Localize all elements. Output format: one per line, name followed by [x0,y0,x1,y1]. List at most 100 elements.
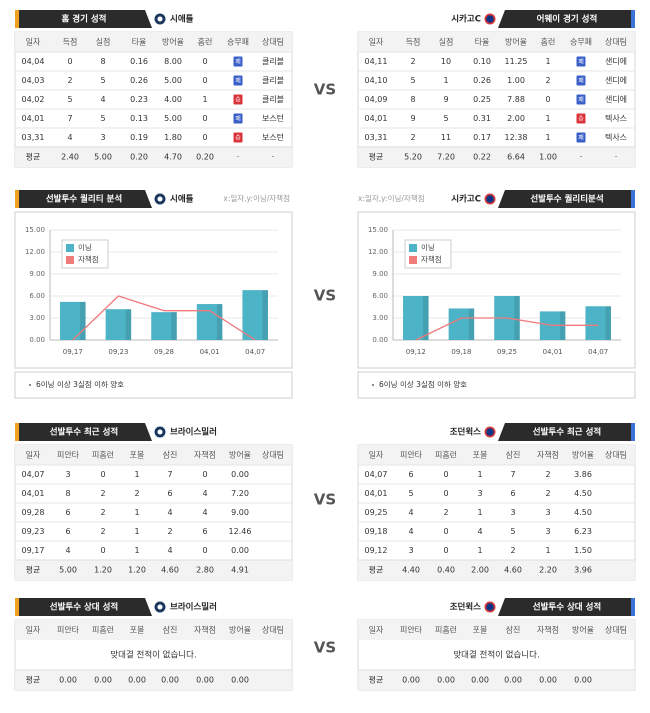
result-text: 패 [578,134,584,142]
table-cell: 1 [134,470,139,479]
table-cell: 4.50 [574,508,592,517]
column-header: 상대팀 [262,450,284,460]
column-header: 일자 [26,451,41,460]
average-cell: 0.00 [437,676,455,685]
table-cell: 샌디에 [605,76,627,85]
footnote-bullet [372,384,374,386]
table-cell: 0 [443,527,448,536]
table-cell: 2.00 [507,114,525,123]
table-cell: 04,09 [365,95,388,104]
footnote: 6이닝 이상 3실점 이하 양호 [379,379,467,389]
team-name: 조던윅스 [450,427,481,438]
bar [60,301,86,340]
column-header: 상대팀 [605,625,627,635]
table-cell: 7.20 [231,489,249,498]
average-cell: 0.20 [196,153,214,162]
legend-label: 이닝 [421,242,435,252]
header-title: 선발투수 퀄리티분석 [530,194,603,205]
table-cell: 04,01 [365,489,388,498]
no-record-message: 맞대결 전적이 없습니다. [453,650,539,661]
column-header: 방어율 [162,37,184,47]
table-cell: 6 [408,470,413,479]
table-cell: 2 [67,76,72,85]
result-icon [233,56,243,67]
column-header: 상대팀 [262,37,284,47]
bar-shade [216,304,223,340]
average-cell: 0.40 [437,566,455,575]
average-cell: 평균 [26,565,41,575]
table-cell: 5 [408,489,413,498]
table-cell: 텍사스 [605,113,627,123]
table-cell: 2 [410,57,415,66]
average-cell: 2.20 [539,566,557,575]
y-tick-label: 3.00 [29,314,45,322]
column-header: 홈런 [198,37,213,47]
column-header: 방어율 [229,450,251,460]
column-header: 방어율 [572,450,594,460]
table-cell: 0.25 [473,95,491,104]
table-header-bg [358,32,635,52]
table-cell: 2 [167,527,172,536]
table-frame [357,31,636,168]
column-header: 피안타 [57,625,80,635]
x-tick-label: 04,01 [200,348,220,356]
axis-note: x:일자,y:이닝/자책점 [223,193,290,203]
average-cell: 0.00 [128,676,146,685]
average-cell: 0.00 [59,676,77,685]
table-cell: 0.26 [130,76,148,85]
team-logo-inner [486,603,494,611]
bar-shade [423,296,429,340]
column-header: 일자 [369,451,384,460]
bar [403,296,429,340]
column-header: 피홈런 [92,450,114,460]
table-cell: 1 [134,508,139,517]
table-cell: 2 [545,489,550,498]
line [415,317,599,341]
table-cell: 04,07 [365,470,388,479]
table-cell: 09,25 [365,508,388,517]
table-cell: 0 [202,114,207,123]
y-tick-label: 3.00 [372,314,388,322]
table-cell: 4 [408,527,413,536]
average-cell: 4.60 [161,566,179,575]
legend-swatch [66,244,74,252]
table-cell: 3 [545,508,550,517]
header-stripe [631,10,635,28]
average-cell: 3.96 [574,566,592,575]
table-average-bg [15,147,292,167]
average-cell: 5.20 [404,153,422,162]
table-cell: 2 [510,546,515,555]
legend-label: 이닝 [78,242,92,252]
table-cell: 1 [477,546,482,555]
average-cell: · [237,153,240,162]
header-stripe [15,598,19,616]
table-cell: 샌디에 [605,95,627,104]
table-header-bg [15,32,292,52]
column-header: 상대팀 [605,37,627,47]
table-cell: 4 [100,95,105,104]
table-cell: 1 [477,508,482,517]
average-cell: 7.20 [437,153,455,162]
average-cell: 0.00 [402,676,420,685]
table-cell: 0.31 [473,114,491,123]
vs-label: VS [314,81,336,99]
table-cell: 5 [67,95,72,104]
chart-frame [357,211,636,369]
column-header: 피안타 [400,450,423,460]
table-cell: 4 [408,508,413,517]
column-header: 실점 [439,37,454,47]
column-header: 피안타 [57,450,80,460]
header-title: 선발투수 최근 성적 [533,427,601,438]
average-cell: 0.20 [130,153,148,162]
column-header: 피홈런 [435,450,457,460]
table-cell: 0.19 [130,133,148,142]
table-cell: 04,04 [22,57,45,66]
table-cell: 0.16 [130,57,148,66]
column-header: 일자 [369,38,384,47]
column-header: 포볼 [130,450,145,460]
table-cell: 9 [443,95,448,104]
result-icon [576,56,586,67]
header-bar [498,10,635,28]
table-cell: 3 [545,527,550,536]
table-cell: 샌디에 [605,57,627,66]
